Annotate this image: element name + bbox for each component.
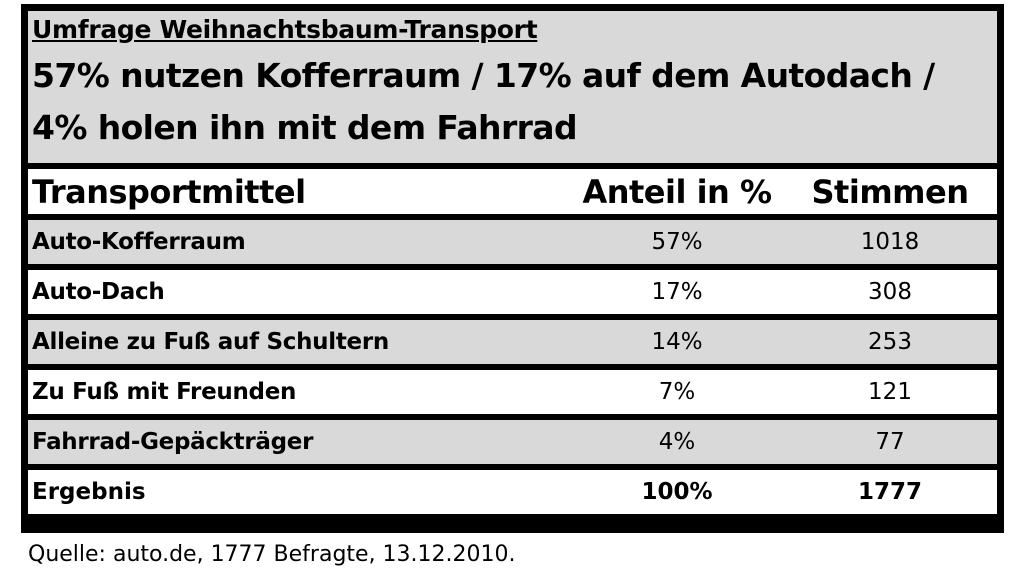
- row-label: Auto-Dach: [32, 279, 165, 305]
- row-share: 14%: [651, 329, 703, 355]
- table-row: Alleine zu Fuß auf Schultern 14% 253: [28, 320, 997, 364]
- row-votes: 308: [868, 279, 912, 305]
- row-label: Auto-Kofferraum: [32, 229, 246, 255]
- column-header-row: Transportmittel Anteil in % Stimmen: [28, 169, 997, 214]
- row-label: Alleine zu Fuß auf Schultern: [32, 329, 389, 355]
- row-share: 17%: [651, 279, 703, 305]
- total-row: Ergebnis 100% 1777: [28, 470, 997, 514]
- survey-title: Umfrage Weihnachtsbaum-Transport: [32, 15, 538, 44]
- column-header-share: Anteil in %: [582, 172, 772, 211]
- headline: 57% nutzen Kofferraum / 17% auf dem Auto…: [32, 56, 935, 147]
- row-votes: 1018: [860, 229, 920, 255]
- table-header-block: Umfrage Weihnachtsbaum-Transport 57% nut…: [28, 11, 997, 163]
- table-row: Auto-Dach 17% 308: [28, 270, 997, 314]
- table-row: Auto-Kofferraum 57% 1018: [28, 220, 997, 264]
- table-row: Zu Fuß mit Freunden 7% 121: [28, 370, 997, 414]
- row-label: Fahrrad-Gepäckträger: [32, 429, 314, 455]
- row-share: 57%: [651, 229, 703, 255]
- survey-table-frame: Umfrage Weihnachtsbaum-Transport 57% nut…: [21, 4, 1004, 533]
- total-votes: 1777: [857, 479, 922, 505]
- source-note: Quelle: auto.de, 1777 Befragte, 13.12.20…: [28, 542, 516, 567]
- row-votes: 77: [875, 429, 905, 455]
- column-header-transport: Transportmittel: [32, 172, 306, 211]
- row-share: 7%: [658, 379, 696, 405]
- total-share: 100%: [641, 479, 713, 505]
- column-header-votes: Stimmen: [811, 172, 969, 211]
- row-label: Zu Fuß mit Freunden: [32, 379, 297, 405]
- row-votes: 121: [868, 379, 912, 405]
- row-votes: 253: [868, 329, 912, 355]
- data-table: Transportmittel Anteil in % Stimmen Auto…: [28, 169, 997, 514]
- table-row: Fahrrad-Gepäckträger 4% 77: [28, 420, 997, 464]
- total-label: Ergebnis: [32, 479, 146, 505]
- row-share: 4%: [658, 429, 696, 455]
